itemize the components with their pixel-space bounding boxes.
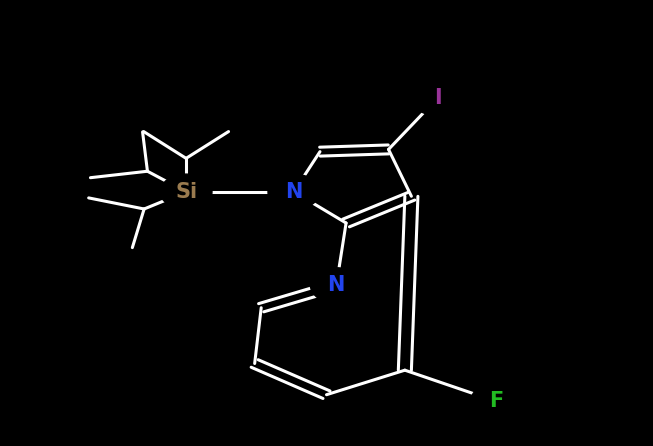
Circle shape: [160, 174, 212, 210]
Text: I: I: [434, 88, 441, 108]
Text: F: F: [489, 392, 503, 411]
Text: Si: Si: [175, 182, 197, 202]
Text: N: N: [285, 182, 302, 202]
Circle shape: [470, 384, 522, 419]
Circle shape: [310, 268, 362, 303]
Circle shape: [268, 174, 320, 210]
Circle shape: [411, 80, 464, 116]
Text: N: N: [328, 276, 345, 295]
